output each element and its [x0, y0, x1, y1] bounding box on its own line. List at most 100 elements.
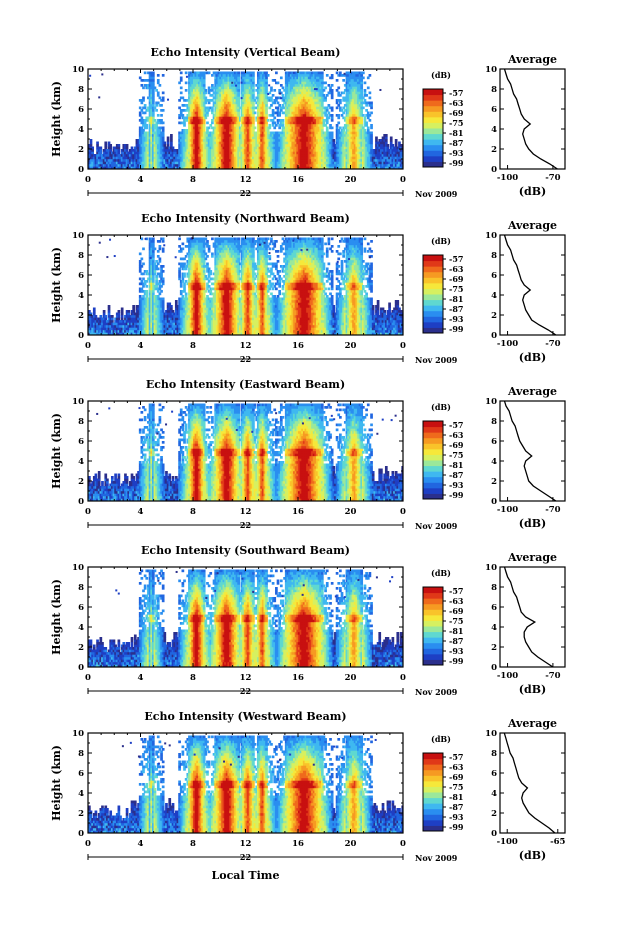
colorbar-swatch	[423, 282, 443, 289]
colorbar-swatch	[423, 271, 443, 278]
panel-title: Echo Intensity (Eastward Beam)	[146, 378, 345, 391]
colorbar-tick-label: -75	[449, 782, 463, 792]
average-profile: Average 0 2 4 6 8 10 -100 -65 (dB)	[485, 717, 566, 862]
month-year-label: Nov 2009	[415, 355, 458, 365]
month-year-label: Nov 2009	[415, 853, 458, 863]
colorbar-swatch	[423, 487, 443, 494]
colorbar-tick-label: -69	[449, 440, 464, 450]
colorbar-swatch	[423, 443, 443, 450]
y-tick-label: 10	[72, 397, 84, 407]
average-y-tick-label: 6	[491, 603, 497, 613]
average-y-tick-label: 6	[491, 271, 497, 281]
y-tick-label: 6	[78, 603, 84, 613]
average-y-tick-label: 10	[485, 231, 497, 241]
colorbar-swatch	[423, 116, 443, 123]
y-tick-label: 8	[78, 583, 84, 593]
average-y-tick-label: 10	[485, 397, 497, 407]
colorbar-tick-label: -75	[449, 284, 463, 294]
average-y-tick-label: 6	[491, 105, 497, 115]
average-y-tick-label: 8	[491, 85, 497, 95]
average-title: Average	[507, 219, 557, 232]
colorbar-tick-label: -81	[449, 128, 463, 138]
colorbar: (dB) -57-63-69-75-81-87-93-99	[422, 236, 464, 334]
x-tick-label: 4	[138, 507, 144, 517]
colorbar-tick-label: -69	[449, 606, 464, 616]
average-profile: Average 0 2 4 6 8 10 -100 -70 (dB)	[485, 219, 566, 364]
colorbar-swatch	[423, 769, 443, 776]
colorbar-swatch	[423, 814, 443, 821]
colorbar-swatch	[423, 603, 443, 610]
y-tick-label: 8	[78, 251, 84, 261]
y-axis: 0 2 4 6 8 10 Height (km)	[50, 729, 403, 839]
colorbar-tick-label: -69	[449, 274, 464, 284]
colorbar-tick-label: -75	[449, 616, 463, 626]
x-tick-label: 8	[190, 507, 196, 517]
colorbar-swatch	[423, 648, 443, 655]
echo-heatmap	[88, 735, 403, 833]
colorbar-tick-label: -87	[449, 636, 463, 646]
colorbar-tick-label: -87	[449, 304, 463, 314]
average-profile: Average 0 2 4 6 8 10 -100 -70 (dB)	[485, 551, 566, 696]
y-axis-label: Height (km)	[50, 81, 63, 157]
average-y-tick-label: 2	[491, 145, 497, 155]
colorbar-swatch	[423, 161, 443, 168]
panel-title: Echo Intensity (Vertical Beam)	[150, 46, 340, 59]
colorbar-tick-label: -93	[449, 480, 464, 490]
average-x-tick-label: -100	[497, 837, 518, 847]
month-year-label: Nov 2009	[415, 521, 458, 531]
average-title: Average	[507, 53, 557, 66]
y-tick-label: 2	[78, 145, 84, 155]
month-year-label: Nov 2009	[415, 189, 458, 199]
y-tick-label: 10	[72, 729, 84, 739]
colorbar-tick-label: -99	[449, 656, 464, 666]
average-title: Average	[507, 717, 557, 730]
y-tick-label: 8	[78, 749, 84, 759]
colorbar-swatch	[423, 753, 443, 760]
date-label: 22	[240, 852, 251, 862]
colorbar-swatch	[423, 122, 443, 129]
colorbar-unit: (dB)	[431, 236, 451, 246]
y-axis: 0 2 4 6 8 10 Height (km)	[50, 231, 403, 341]
colorbar-swatch	[423, 786, 443, 793]
y-tick-label: 0	[78, 497, 84, 507]
x-tick-label: 0	[400, 175, 406, 185]
colorbar-swatch	[423, 614, 443, 621]
average-y-tick-label: 0	[491, 663, 497, 673]
colorbar-swatch	[423, 775, 443, 782]
average-y-tick-label: 8	[491, 251, 497, 261]
colorbar-swatch	[423, 150, 443, 157]
x-tick-label: 0	[400, 673, 406, 683]
colorbar-unit: (dB)	[431, 734, 451, 744]
average-y-tick-label: 2	[491, 477, 497, 487]
x-tick-label: 4	[138, 175, 144, 185]
colorbar: (dB) -57-63-69-75-81-87-93-99	[422, 568, 464, 666]
colorbar-swatch	[423, 277, 443, 284]
x-tick-label: 12	[240, 673, 252, 683]
colorbar-tick-label: -63	[449, 98, 464, 108]
average-y-tick-label: 6	[491, 769, 497, 779]
average-x-tick-label: -100	[497, 505, 518, 515]
colorbar-swatch	[423, 89, 443, 96]
colorbar-swatch	[423, 620, 443, 627]
panel-3: Echo Intensity (Eastward Beam) 0 2 4 6 8 10 Hei…	[50, 378, 566, 531]
x-tick-label: 12	[240, 341, 252, 351]
average-x-tick-label: -70	[545, 505, 560, 515]
average-x-tick-label: -100	[497, 173, 518, 183]
y-tick-label: 10	[72, 65, 84, 75]
colorbar-tick-label: -93	[449, 812, 464, 822]
x-tick-label: 20	[345, 341, 357, 351]
y-tick-label: 6	[78, 437, 84, 447]
average-y-tick-label: 8	[491, 749, 497, 759]
colorbar-swatch	[423, 631, 443, 638]
y-tick-label: 6	[78, 769, 84, 779]
average-frame	[499, 68, 566, 170]
average-y-tick-label: 10	[485, 729, 497, 739]
x-tick-label: 8	[190, 673, 196, 683]
colorbar-swatch	[423, 587, 443, 594]
panel-title: Echo Intensity (Southward Beam)	[141, 544, 350, 557]
x-tick-label: 4	[138, 673, 144, 683]
colorbar: (dB) -57-63-69-75-81-87-93-99	[422, 734, 464, 832]
colorbar-swatch	[423, 758, 443, 765]
average-y-tick-label: 2	[491, 643, 497, 653]
colorbar-tick-label: -63	[449, 762, 464, 772]
